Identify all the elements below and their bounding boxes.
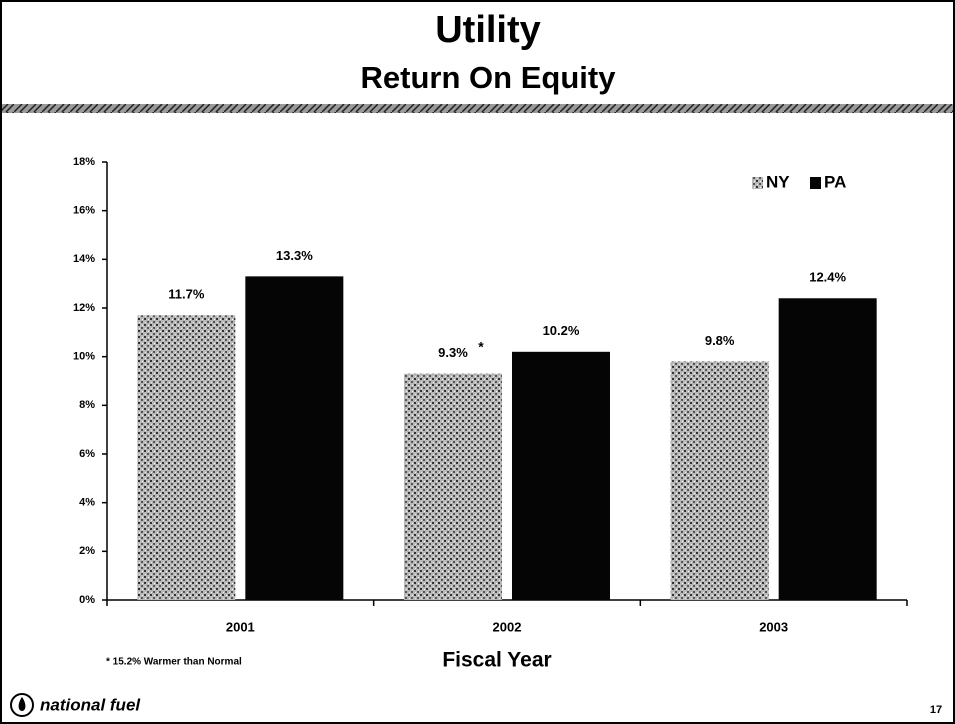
legend-label: NY <box>766 172 790 191</box>
y-tick-label: 16% <box>73 205 95 217</box>
value-label: 11.7% <box>168 287 205 302</box>
y-tick-label: 8% <box>79 399 95 411</box>
legend-label: PA <box>824 172 846 191</box>
page-number: 17 <box>930 704 942 716</box>
bar <box>404 373 502 600</box>
bar <box>512 351 610 600</box>
logo-flame <box>18 697 26 711</box>
footnote: * 15.2% Warmer than Normal <box>106 657 242 668</box>
bar <box>137 315 236 600</box>
y-tick-label: 6% <box>79 448 95 460</box>
bar <box>245 276 344 600</box>
value-label: 9.3% <box>438 345 468 360</box>
x-tick-label: 2002 <box>493 619 522 634</box>
header-band <box>2 104 953 113</box>
value-label: 12.4% <box>809 270 846 285</box>
value-label: 9.8% <box>705 333 735 348</box>
y-tick-label: 2% <box>79 545 95 557</box>
bar <box>778 298 877 600</box>
bar <box>670 361 769 600</box>
logo-text: national fuel <box>40 695 141 714</box>
value-label: 13.3% <box>276 248 313 263</box>
y-tick-label: 0% <box>79 594 95 606</box>
note-marker: * <box>478 338 484 354</box>
value-label: 10.2% <box>543 323 580 338</box>
legend-swatch <box>810 177 821 189</box>
chart-title: Utility <box>435 9 541 51</box>
x-axis-label: Fiscal Year <box>442 649 551 672</box>
y-tick-label: 4% <box>79 497 95 509</box>
y-tick-label: 12% <box>73 302 95 314</box>
y-tick-label: 18% <box>73 156 95 168</box>
y-tick-label: 14% <box>73 253 95 265</box>
y-tick-label: 10% <box>73 351 95 363</box>
legend-swatch <box>752 177 763 189</box>
x-tick-label: 2003 <box>759 619 788 634</box>
chart-subtitle: Return On Equity <box>361 60 617 95</box>
x-tick-label: 2001 <box>226 619 255 634</box>
